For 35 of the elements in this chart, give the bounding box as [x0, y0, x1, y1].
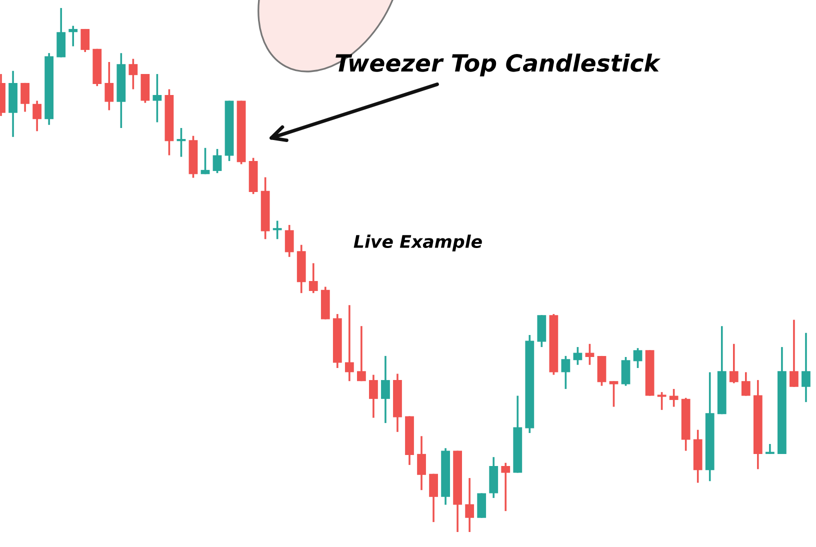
- candlestick: [417, 435, 426, 491]
- candlestick: [766, 443, 774, 455]
- candlestick: [561, 355, 570, 390]
- candlestick: [741, 371, 750, 397]
- candlestick: [573, 346, 582, 366]
- candlestick: [633, 347, 642, 369]
- candlestick: [369, 374, 378, 419]
- candlestick: [729, 342, 738, 384]
- candlestick: [152, 73, 162, 124]
- candlestick: [284, 224, 294, 258]
- candlestick: [429, 472, 438, 523]
- candlestick: [32, 100, 42, 132]
- candlestick: [669, 388, 678, 408]
- candlestick: [308, 262, 318, 294]
- candlestick: [356, 325, 366, 382]
- candlestick: [176, 127, 186, 158]
- candlestick: [128, 58, 138, 90]
- candlestick: [68, 24, 78, 48]
- candlestick: [381, 355, 390, 424]
- candlestick: [104, 61, 114, 112]
- candlestick: [790, 318, 798, 388]
- candlestick: [609, 380, 618, 408]
- candlestick: [501, 462, 510, 512]
- candlestick: [272, 220, 282, 240]
- candlestick: [80, 28, 90, 53]
- candlestick: [20, 82, 30, 113]
- annotation: Tweezer Top Candlestick: [336, 54, 661, 76]
- candlestick: [802, 332, 810, 403]
- candlestick: [585, 342, 594, 366]
- candlestick: [344, 304, 354, 382]
- annotation: Live Example: [354, 234, 482, 252]
- candlestick: [465, 477, 474, 533]
- candlestick: [212, 148, 222, 174]
- candlestick: [657, 391, 666, 411]
- candlestick: [200, 147, 210, 176]
